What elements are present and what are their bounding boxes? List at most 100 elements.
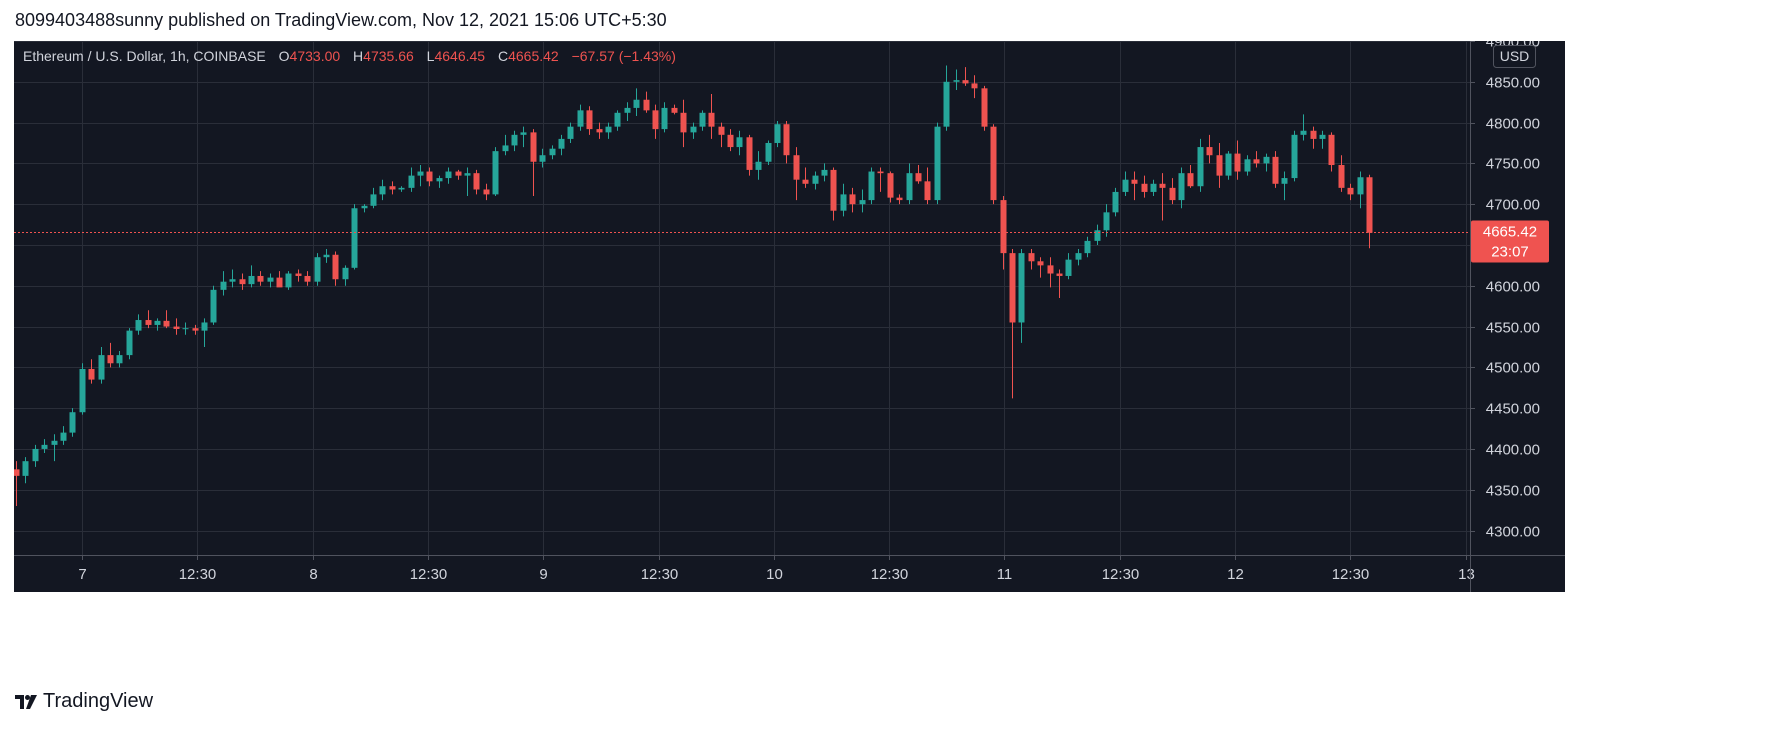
candle	[116, 351, 123, 368]
candle-body	[182, 328, 189, 330]
candle	[1234, 140, 1241, 180]
candle	[1253, 151, 1260, 168]
candle	[22, 457, 29, 484]
candle	[821, 163, 828, 182]
candle	[661, 102, 668, 133]
candle	[98, 346, 105, 384]
candle-body	[868, 171, 875, 201]
candle	[1366, 174, 1373, 249]
candle-body	[379, 186, 386, 195]
symbol-label: Ethereum / U.S. Dollar, 1h, COINBASE	[23, 48, 266, 64]
candle-body	[896, 197, 903, 201]
price-tick-label: 4450.00	[1486, 401, 1540, 418]
candle	[765, 140, 772, 166]
candle	[981, 85, 988, 131]
candle-body	[661, 107, 668, 130]
candle-body	[1338, 165, 1345, 188]
candle-body	[755, 161, 762, 170]
candle-body	[98, 355, 105, 380]
price-tick-label: 4400.00	[1486, 442, 1540, 459]
close-label: C	[498, 48, 508, 64]
candle-body	[342, 267, 349, 280]
candle-body	[840, 194, 847, 211]
candle-body	[765, 142, 772, 162]
candle	[1244, 155, 1251, 176]
open-value: 4733.00	[290, 48, 341, 64]
candle	[1159, 173, 1166, 221]
candle	[436, 175, 443, 188]
candle	[323, 249, 330, 263]
candle-body	[577, 110, 584, 127]
candle-body	[680, 112, 687, 133]
candle	[727, 129, 734, 152]
candle-body	[633, 99, 640, 108]
candle-body	[605, 126, 612, 133]
candle	[1028, 249, 1035, 270]
candle-body	[1131, 179, 1138, 184]
candle	[426, 167, 433, 187]
candle-body	[1075, 253, 1082, 260]
candle-body	[1319, 134, 1326, 139]
candle-body	[887, 173, 894, 198]
candle-body	[1084, 240, 1091, 254]
candle	[14, 461, 20, 507]
candle-body	[1141, 183, 1148, 192]
candle-body	[473, 173, 480, 190]
candle-body	[22, 461, 29, 476]
candle	[887, 171, 894, 203]
candle-body	[248, 275, 255, 285]
candle-body	[699, 112, 706, 127]
candle	[1075, 249, 1082, 266]
time-axis[interactable]: 7 12:30 8 12:30 9 12:30 10 12:30 11 12:30 12 12:30 1…	[78, 555, 1475, 583]
candle-body	[295, 273, 302, 276]
candle-body	[154, 320, 161, 325]
candle-body	[558, 138, 565, 149]
currency-badge[interactable]: USD	[1493, 45, 1536, 68]
candle-body	[783, 124, 790, 156]
candle	[210, 285, 217, 325]
candles	[14, 65, 1373, 507]
candle-body	[464, 173, 471, 176]
candle-body	[426, 171, 433, 182]
candle	[314, 253, 321, 286]
candle-body	[718, 126, 725, 135]
candle	[1338, 155, 1345, 192]
candle	[520, 126, 527, 148]
candle	[605, 122, 612, 139]
candle-body	[953, 80, 960, 82]
price-tick-label: 4300.00	[1486, 524, 1540, 541]
candle-body	[859, 200, 866, 205]
candle	[1150, 179, 1157, 197]
candle-body	[398, 187, 405, 190]
candle-body	[145, 320, 152, 325]
candle	[840, 183, 847, 217]
price-tick-label: 4750.00	[1486, 156, 1540, 173]
candle	[361, 204, 368, 213]
candle	[652, 104, 659, 139]
candle-body	[239, 279, 246, 285]
candle	[182, 322, 189, 335]
candle-body	[304, 275, 311, 282]
candle	[736, 130, 743, 156]
candlestick-chart[interactable]: 4300.00 4350.00 4400.00 4450.00 4500.00 4550.…	[14, 41, 1565, 592]
candle	[549, 145, 556, 160]
candle	[239, 273, 246, 290]
candle	[502, 134, 509, 156]
candle	[962, 67, 969, 86]
candle	[812, 171, 819, 190]
price-tick-label: 4800.00	[1486, 116, 1540, 133]
candle-body	[361, 205, 368, 209]
candle-body	[643, 99, 650, 111]
tradingview-logo[interactable]: TradingView	[15, 690, 153, 713]
candle	[1300, 114, 1307, 141]
candle-body	[511, 134, 518, 146]
candle-body	[774, 124, 781, 143]
candle	[267, 273, 274, 288]
candle	[924, 167, 931, 205]
candle-body	[971, 83, 978, 89]
candle-body	[389, 186, 396, 190]
candle	[173, 318, 180, 335]
candle	[1131, 171, 1138, 201]
candle-body	[69, 412, 76, 433]
candle	[755, 151, 762, 180]
